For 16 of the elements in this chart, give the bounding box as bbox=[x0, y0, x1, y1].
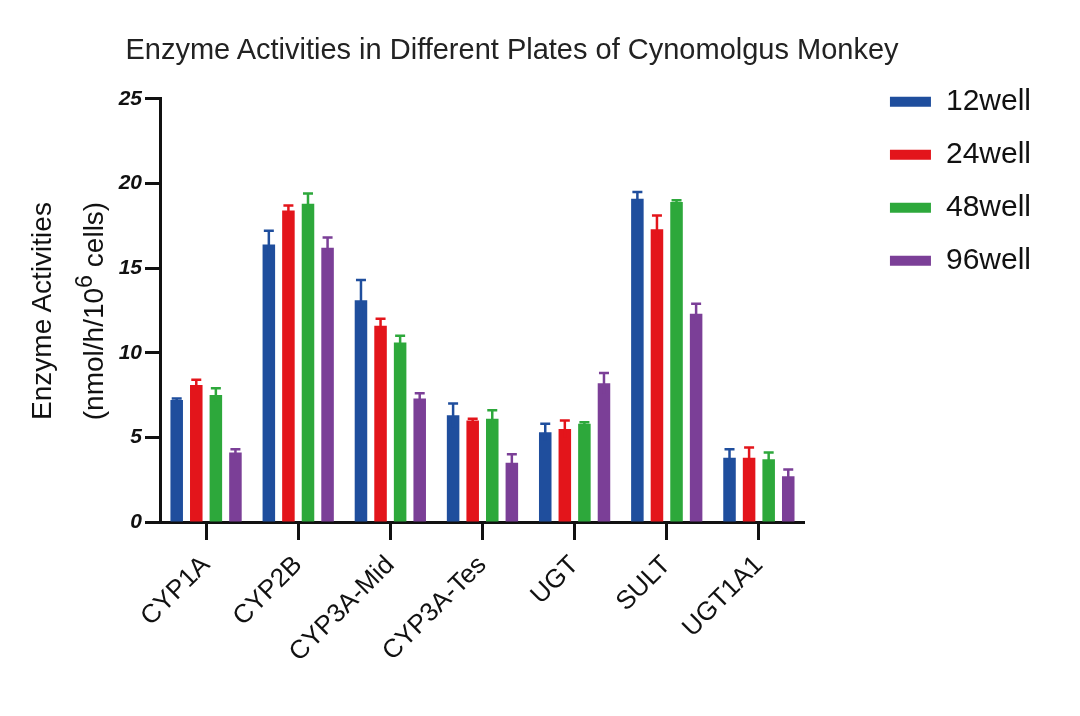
legend-label: 96well bbox=[945, 242, 1032, 276]
y-tick-label: 0 bbox=[130, 508, 143, 532]
bar bbox=[670, 202, 683, 522]
y-tick-label: 5 bbox=[130, 424, 143, 448]
y-tick-label: 20 bbox=[117, 170, 143, 194]
legend-label: 12well bbox=[945, 83, 1032, 117]
y-tick-label: 15 bbox=[118, 254, 143, 278]
chart-title: Enzyme Activities in Different Plates of Cynomolgus Monkey bbox=[125, 33, 900, 66]
bar bbox=[170, 400, 183, 522]
y-tick-label: 25 bbox=[117, 85, 143, 109]
legend-label: 24well bbox=[945, 136, 1032, 170]
legend-label: 48well bbox=[945, 189, 1032, 223]
bar bbox=[466, 420, 479, 522]
bar bbox=[578, 423, 591, 522]
bar bbox=[229, 452, 242, 522]
y-tick-label: 10 bbox=[118, 339, 143, 363]
